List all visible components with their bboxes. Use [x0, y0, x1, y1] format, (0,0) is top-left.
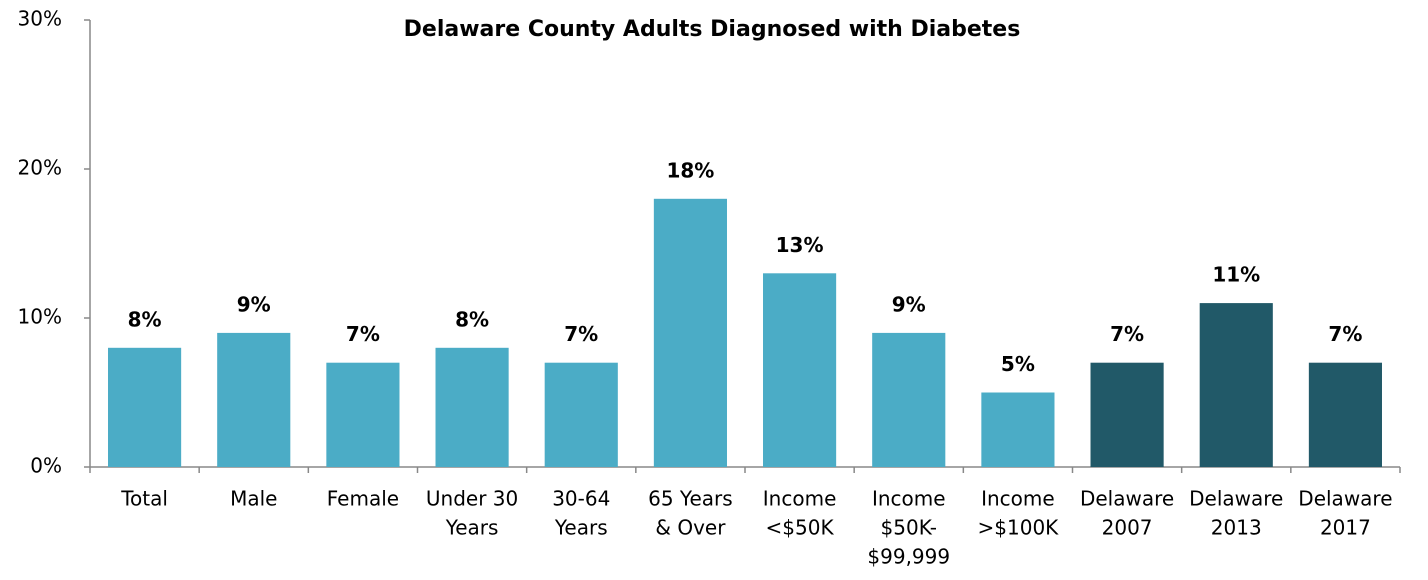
x-tick-label: 2017: [1320, 516, 1371, 540]
value-label: 18%: [666, 158, 714, 182]
value-label: 8%: [455, 307, 489, 331]
value-label: 11%: [1212, 263, 1260, 287]
x-tick-label: Income: [872, 487, 946, 511]
value-label: 13%: [776, 233, 824, 257]
x-tick-label: Years: [554, 516, 608, 540]
x-tick-label: 2007: [1102, 516, 1153, 540]
bar: [217, 332, 291, 467]
x-tick-label: >$100K: [978, 516, 1060, 540]
x-tick-label: Under 30: [426, 487, 518, 511]
x-tick-label: Delaware: [1080, 487, 1174, 511]
x-tick-label: <$50K: [766, 516, 835, 540]
x-tick-label: Total: [120, 487, 168, 511]
x-tick-label: Income: [763, 487, 837, 511]
x-tick-label: Male: [230, 487, 277, 511]
value-label: 5%: [1001, 352, 1035, 376]
value-label: 7%: [1110, 322, 1144, 346]
bar: [544, 362, 618, 467]
y-tick-label: 10%: [18, 305, 62, 329]
bar: [872, 332, 946, 467]
chart-title: Delaware County Adults Diagnosed with Di…: [404, 17, 1021, 42]
x-tick-label: 65 Years: [648, 487, 733, 511]
x-tick-label: $99,999: [867, 545, 950, 569]
bar: [981, 392, 1055, 467]
value-label: 7%: [346, 322, 380, 346]
bar: [326, 362, 400, 467]
bar: [1090, 362, 1164, 467]
value-label: 9%: [237, 292, 271, 316]
x-tick-label: Delaware: [1298, 487, 1392, 511]
bar: [763, 273, 837, 467]
y-tick-label: 20%: [18, 156, 62, 180]
bar: [1199, 303, 1273, 467]
x-tick-label: $50K-: [881, 516, 937, 540]
x-tick-label: 2013: [1211, 516, 1262, 540]
value-label: 9%: [892, 292, 926, 316]
y-tick-label: 0%: [30, 454, 62, 478]
x-tick-label: Delaware: [1189, 487, 1283, 511]
value-label: 8%: [128, 307, 162, 331]
x-tick-label: & Over: [655, 516, 726, 540]
x-tick-label: Years: [445, 516, 499, 540]
x-tick-label: Income: [981, 487, 1055, 511]
bar: [1308, 362, 1382, 467]
x-tick-label: 30-64: [552, 487, 610, 511]
y-tick-label: 30%: [18, 7, 62, 31]
bar: [435, 347, 509, 467]
value-label: 7%: [1328, 322, 1362, 346]
value-label: 7%: [564, 322, 598, 346]
x-tick-label: Female: [327, 487, 399, 511]
bar: [108, 347, 182, 467]
bar: [653, 198, 727, 468]
